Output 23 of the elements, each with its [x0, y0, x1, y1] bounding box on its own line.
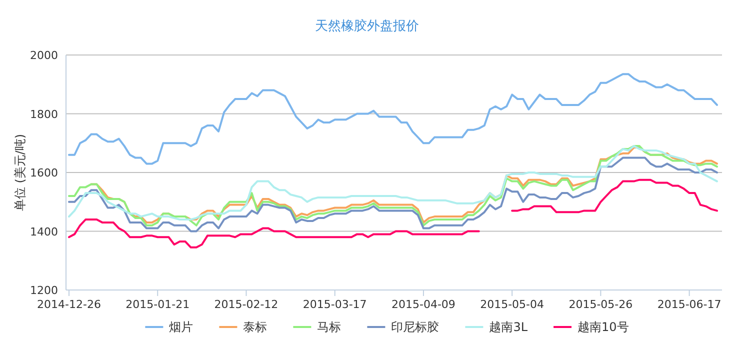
- legend-label: 越南3L: [489, 320, 528, 334]
- legend-label: 越南10号: [578, 320, 629, 334]
- line-series: [68, 156, 718, 232]
- legend-label: 印尼标胶: [391, 320, 440, 334]
- y-axis-title: 单位 (美元/吨): [13, 134, 27, 212]
- y-tick-label: 1600: [30, 166, 58, 180]
- line-series: [68, 73, 718, 165]
- y-tick-label: 1200: [30, 284, 58, 297]
- y-tick-label: 2000: [30, 49, 58, 62]
- legend-label: 泰标: [243, 320, 268, 334]
- x-tick-label: 2015-03-17: [302, 298, 367, 311]
- legend-label: 马标: [317, 320, 342, 334]
- x-tick-label: 2015-02-12: [214, 298, 278, 311]
- y-tick-label: 1400: [30, 225, 58, 238]
- x-tick-label: 2015-06-17: [657, 298, 722, 311]
- x-tick-label: 2015-05-04: [480, 298, 544, 311]
- chart-title: 天然橡胶外盘报价: [315, 19, 419, 34]
- x-tick-label: 2015-04-09: [391, 298, 456, 311]
- x-tick-label: 2015-01-21: [126, 298, 190, 311]
- x-tick-label: 2015-05-26: [568, 298, 633, 311]
- x-tick-label: 2014-12-26: [37, 298, 101, 311]
- legend-label: 烟片: [169, 320, 194, 334]
- y-tick-label: 1800: [30, 108, 58, 121]
